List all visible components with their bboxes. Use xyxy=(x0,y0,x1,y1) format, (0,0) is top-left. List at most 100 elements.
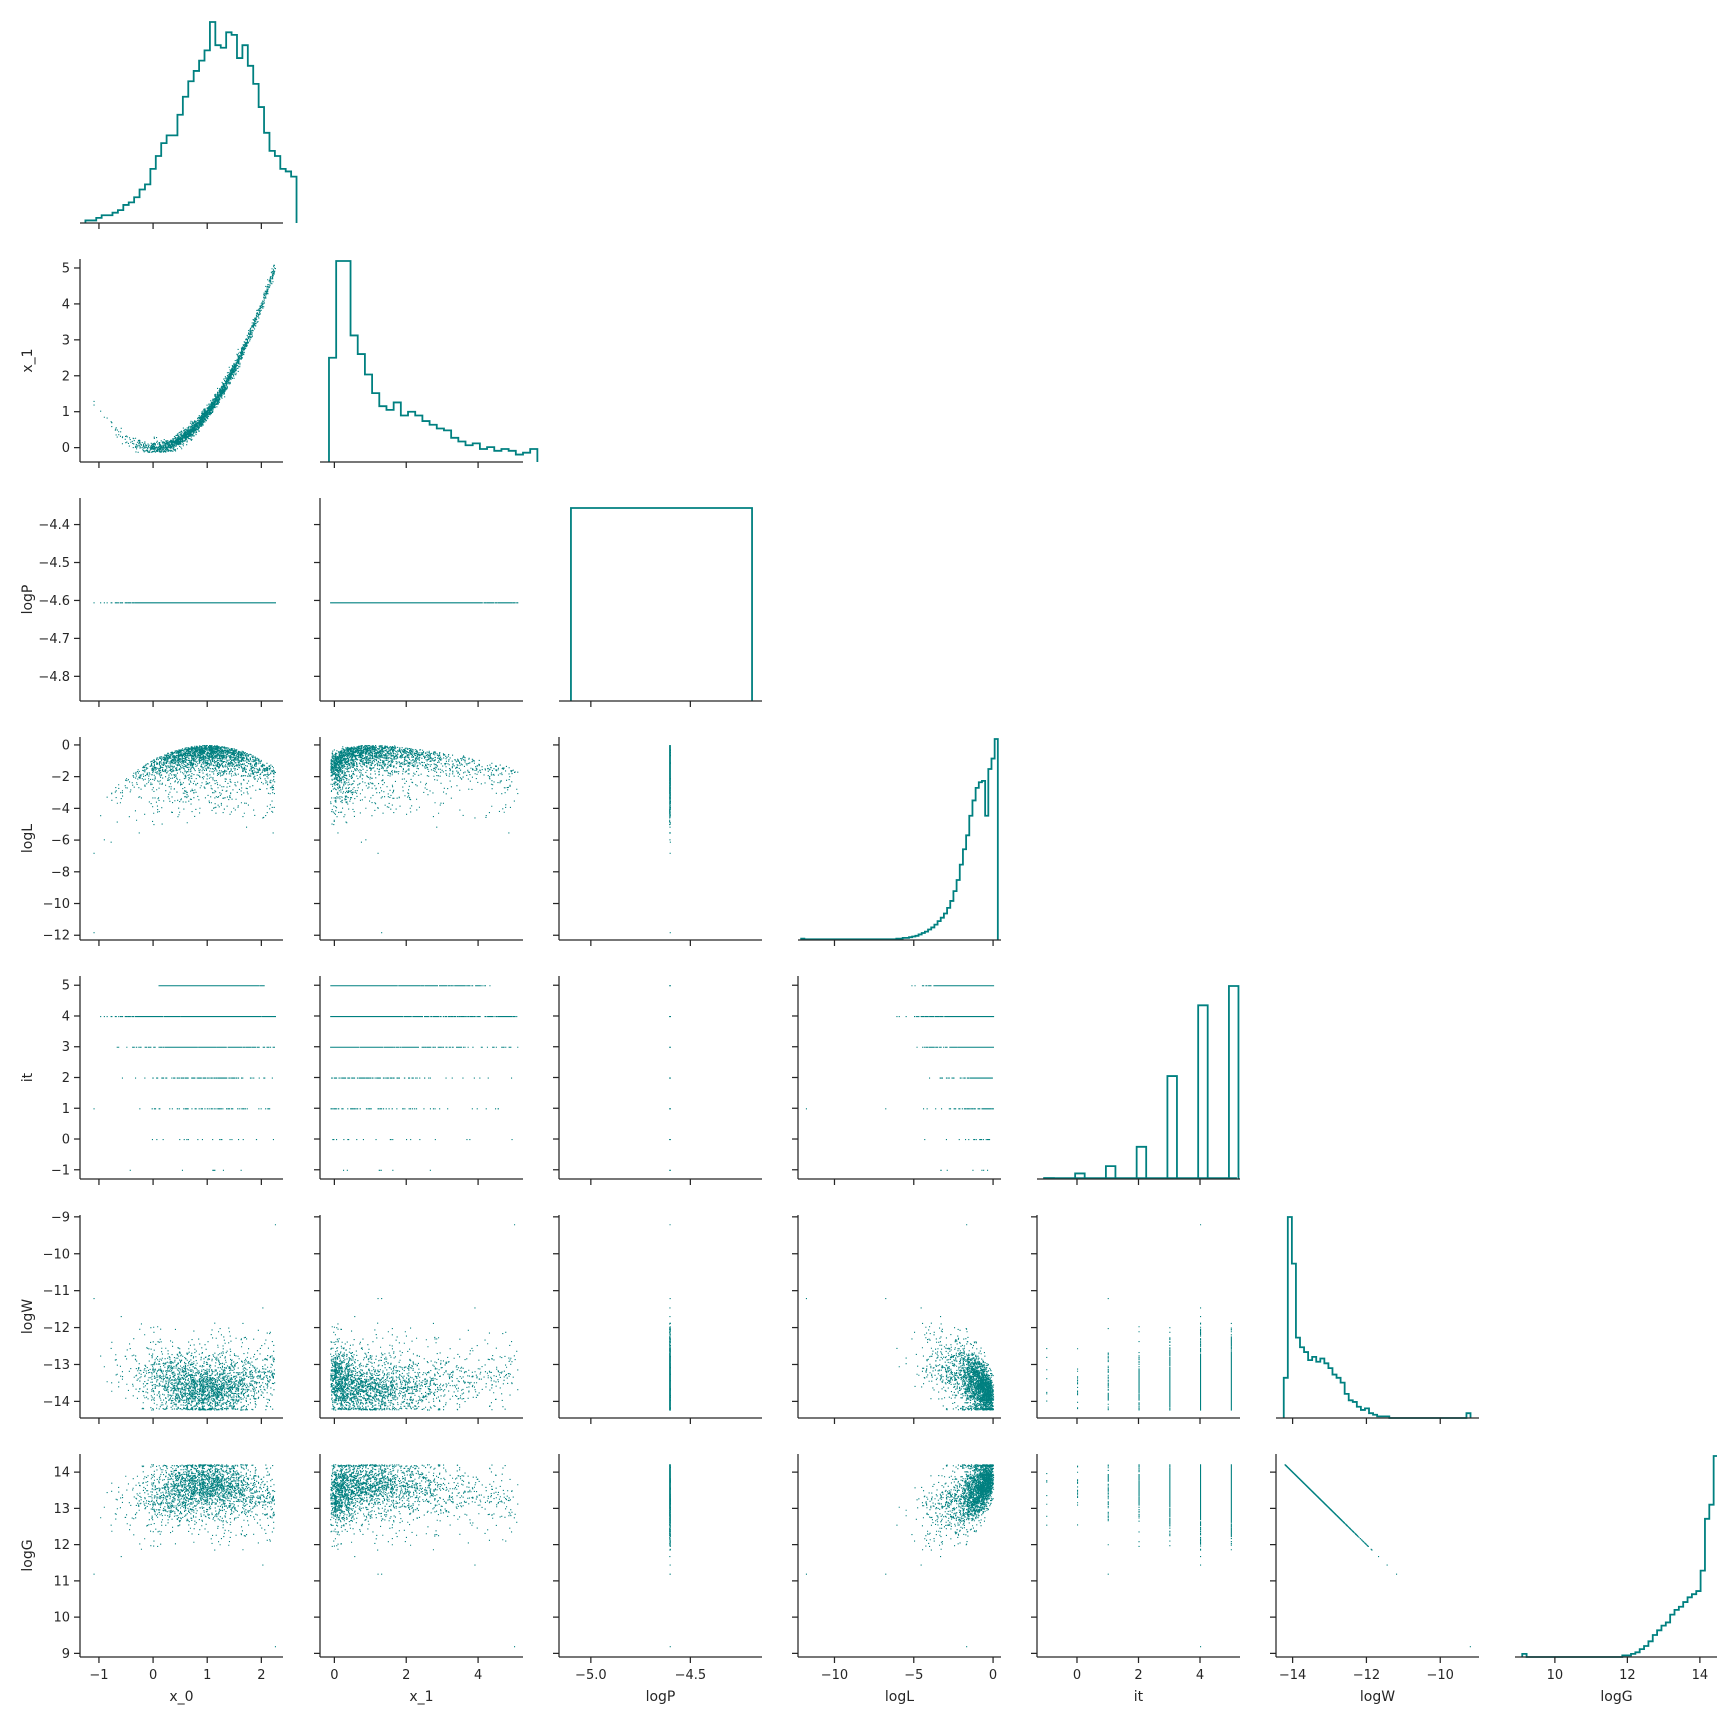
x-tick-label: −4.5 xyxy=(675,1668,707,1683)
y-tick-label: −4 xyxy=(51,802,70,817)
panel-x_0-x_0 xyxy=(80,21,298,229)
x-tick-label: 0 xyxy=(149,1668,157,1683)
y-tick-label: −4.5 xyxy=(38,556,70,571)
scatter-points-x_0-logP xyxy=(93,602,276,604)
y-axis-title: x_1 xyxy=(20,348,36,372)
panel-x_0-x_1: 0 1 2 3 4 5 xyxy=(62,259,283,468)
panel-x_1-logP xyxy=(314,498,523,707)
histogram-bar-it xyxy=(1197,1004,1209,1179)
y-tick-label: 0 xyxy=(62,441,70,456)
histogram-bar-it xyxy=(1074,1172,1086,1179)
scatter-points-logP-logW xyxy=(669,1224,671,1411)
y-tick-label: 4 xyxy=(62,1009,70,1024)
histogram-logW xyxy=(1282,1216,1472,1419)
x-tick-label: 4 xyxy=(474,1668,482,1683)
histogram-x_0 xyxy=(84,21,298,223)
scatter-points-it-logW xyxy=(1046,1224,1232,1411)
x-axis-title: logP xyxy=(646,1689,676,1705)
x-axis-title: x_1 xyxy=(409,1689,433,1705)
y-tick-label: 2 xyxy=(62,369,70,384)
scatter-points-logW-logG xyxy=(1284,1464,1471,1648)
y-tick-label: 5 xyxy=(62,261,70,276)
panel-x_0-it: −1 0 1 2 3 4 5 xyxy=(51,976,283,1185)
scatter-points-logL-logG xyxy=(805,1464,995,1648)
scatter-points-x_1-logW xyxy=(330,1224,519,1411)
x-axis-title: logW xyxy=(1360,1689,1395,1705)
panel-x_1-it xyxy=(314,976,523,1185)
x-axis-title: it xyxy=(1134,1689,1144,1705)
y-tick-label: 4 xyxy=(62,297,70,312)
y-tick-label: −11 xyxy=(43,1284,70,1299)
y-tick-label: −12 xyxy=(43,929,70,944)
y-tick-label: 1 xyxy=(62,1102,70,1117)
scatter-points-x_0-logW xyxy=(93,1224,276,1411)
x-tick-label: 12 xyxy=(1619,1668,1636,1683)
panel-x_1-x_1 xyxy=(320,260,539,468)
panel-x_0-logL: −12 −10 −8 −6 −4 −2 0 xyxy=(43,737,283,946)
scatter-points-logP-logL xyxy=(669,745,671,934)
y-axis-title: logW xyxy=(20,1299,36,1334)
histogram-bar-it xyxy=(1105,1165,1117,1179)
y-axis-title: it xyxy=(20,1072,36,1082)
panel-x_1-logL xyxy=(314,737,523,946)
x-axis-title: logL xyxy=(885,1689,914,1705)
x-tick-label: −5 xyxy=(904,1668,923,1683)
histogram-bar-it xyxy=(1228,985,1240,1179)
y-tick-label: −10 xyxy=(43,897,70,912)
scatter-points-x_1-logG xyxy=(330,1464,519,1648)
scatter-points-x_0-x_1 xyxy=(93,264,276,453)
histogram-bar-it xyxy=(1166,1075,1178,1179)
panel-logP-logP xyxy=(559,507,762,707)
x-tick-label: 1 xyxy=(203,1668,211,1683)
histogram-bar-it xyxy=(1135,1145,1148,1179)
panel-it-logW xyxy=(1031,1215,1240,1424)
scatter-points-logP-it xyxy=(669,985,671,1171)
histogram-logG xyxy=(1521,1455,1717,1658)
y-axis-title: logP xyxy=(20,585,36,615)
scatter-points-x_0-it xyxy=(93,985,276,1171)
y-tick-label: −6 xyxy=(51,834,70,849)
y-tick-label: −9 xyxy=(51,1210,70,1225)
y-tick-label: −4.4 xyxy=(38,518,70,533)
scatter-points-logL-it xyxy=(805,985,995,1171)
scatter-points-x_1-logP xyxy=(330,602,519,604)
histogram-logL xyxy=(800,738,999,941)
histogram-logP xyxy=(570,507,753,701)
y-tick-label: −1 xyxy=(51,1163,70,1178)
x-tick-label: 2 xyxy=(1134,1668,1142,1683)
histogram-x_1 xyxy=(328,260,539,462)
x-tick-label: 0 xyxy=(330,1668,338,1683)
panel-logL-logW xyxy=(792,1215,1001,1424)
y-tick-label: −13 xyxy=(43,1358,70,1373)
x-tick-label: 0 xyxy=(1073,1668,1081,1683)
y-tick-label: −4.8 xyxy=(38,670,70,685)
panel-logL-logG: −10 −5 0 xyxy=(792,1454,1001,1683)
panel-x_1-logW xyxy=(314,1215,523,1424)
x-axis-title: x_0 xyxy=(169,1689,193,1705)
panel-logP-logG: −5.0 −4.5 xyxy=(553,1454,762,1683)
scatter-points-x_0-logG xyxy=(93,1464,276,1648)
panel-logP-it xyxy=(553,976,762,1185)
x-tick-label: −12 xyxy=(1353,1668,1380,1683)
y-tick-label: 10 xyxy=(53,1611,70,1626)
panel-x_1-logG: 0 2 4 xyxy=(314,1454,523,1683)
y-tick-label: 3 xyxy=(62,333,70,348)
panel-it-logG: 0 2 4 xyxy=(1031,1454,1240,1683)
y-axis-title: logG xyxy=(20,1539,36,1571)
x-axis-title: logG xyxy=(1600,1689,1632,1705)
scatter-points-logP-logG xyxy=(669,1464,671,1648)
y-tick-label: −4.7 xyxy=(38,632,70,647)
y-tick-label: −4.6 xyxy=(38,594,70,609)
x-tick-label: −10 xyxy=(1427,1668,1454,1683)
panel-logL-logL xyxy=(798,738,1001,946)
panel-logL-it xyxy=(792,976,1001,1185)
panel-x_0-logP: −4.8 −4.7 −4.6 −4.5 −4.4 xyxy=(38,498,283,707)
scatter-points-x_1-logL xyxy=(330,745,519,934)
scatter-points-logL-logW xyxy=(805,1224,995,1411)
x-tick-label: 2 xyxy=(402,1668,410,1683)
x-tick-label: 10 xyxy=(1547,1668,1564,1683)
x-tick-label: −1 xyxy=(89,1668,108,1683)
x-tick-label: 0 xyxy=(989,1668,997,1683)
